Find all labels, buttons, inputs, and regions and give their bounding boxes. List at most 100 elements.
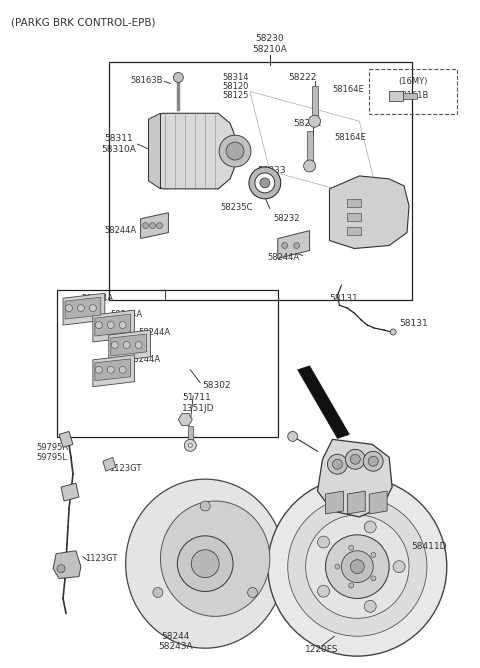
Circle shape: [282, 242, 288, 248]
Polygon shape: [95, 314, 131, 336]
Text: 58232: 58232: [274, 214, 300, 223]
Text: 51711: 51711: [182, 393, 211, 402]
Text: 58244A: 58244A: [139, 327, 171, 337]
Circle shape: [333, 460, 342, 469]
Circle shape: [123, 341, 130, 349]
Circle shape: [325, 535, 389, 599]
Text: 58230: 58230: [255, 34, 284, 43]
Circle shape: [65, 305, 72, 312]
Text: 58244: 58244: [161, 632, 190, 641]
Text: 58243A: 58243A: [158, 642, 192, 651]
Circle shape: [371, 576, 376, 580]
Circle shape: [226, 142, 244, 160]
Circle shape: [219, 135, 251, 167]
Text: 59795L: 59795L: [36, 453, 67, 462]
Text: 58164E: 58164E: [335, 133, 366, 142]
Circle shape: [107, 321, 114, 329]
Text: 58210A: 58210A: [252, 45, 287, 54]
Circle shape: [150, 222, 156, 228]
Circle shape: [371, 552, 376, 557]
Circle shape: [96, 321, 102, 329]
Polygon shape: [179, 413, 192, 426]
Polygon shape: [160, 501, 270, 617]
Text: 58235C: 58235C: [221, 203, 253, 212]
Circle shape: [306, 515, 409, 619]
Circle shape: [178, 536, 233, 591]
Circle shape: [348, 545, 354, 550]
Polygon shape: [312, 86, 318, 121]
Polygon shape: [63, 293, 105, 325]
Circle shape: [364, 601, 376, 613]
Text: 58244A: 58244A: [81, 294, 113, 303]
Circle shape: [348, 583, 354, 588]
Circle shape: [200, 501, 210, 511]
Circle shape: [363, 452, 383, 471]
Text: 58120: 58120: [222, 82, 249, 91]
Text: 1351JD: 1351JD: [182, 404, 215, 413]
Circle shape: [335, 564, 340, 569]
Polygon shape: [111, 334, 146, 356]
Circle shape: [341, 550, 373, 582]
Text: 58314: 58314: [222, 73, 249, 82]
Circle shape: [288, 432, 298, 442]
Circle shape: [318, 536, 329, 548]
Polygon shape: [348, 226, 361, 234]
Text: (16MY): (16MY): [398, 77, 428, 86]
Text: 1220FS: 1220FS: [305, 645, 338, 654]
Polygon shape: [148, 114, 235, 189]
Circle shape: [346, 450, 365, 469]
Polygon shape: [141, 212, 168, 238]
Circle shape: [57, 564, 65, 572]
Text: 59795R: 59795R: [36, 443, 69, 452]
Circle shape: [96, 366, 102, 373]
Polygon shape: [126, 479, 285, 648]
Polygon shape: [93, 355, 134, 387]
Polygon shape: [318, 440, 392, 517]
Text: 58244A: 58244A: [111, 309, 143, 319]
Polygon shape: [148, 114, 160, 189]
Text: 58302: 58302: [202, 381, 231, 390]
Text: 58221: 58221: [293, 119, 322, 128]
Circle shape: [327, 454, 348, 474]
Polygon shape: [188, 426, 193, 440]
Circle shape: [294, 242, 300, 248]
Circle shape: [153, 588, 163, 597]
Circle shape: [119, 321, 126, 329]
Circle shape: [89, 305, 96, 312]
Circle shape: [393, 560, 405, 572]
Circle shape: [304, 160, 315, 172]
Polygon shape: [103, 458, 116, 471]
Polygon shape: [403, 94, 417, 100]
Text: 58311: 58311: [104, 134, 133, 143]
Text: 58164E: 58164E: [333, 85, 364, 94]
Circle shape: [268, 477, 447, 656]
Polygon shape: [307, 131, 312, 166]
Circle shape: [318, 585, 329, 597]
Bar: [369, 69, 457, 114]
Bar: [109, 61, 412, 300]
Circle shape: [184, 440, 196, 452]
Circle shape: [135, 341, 142, 349]
Circle shape: [390, 329, 396, 335]
Polygon shape: [109, 330, 151, 362]
Text: 58244A: 58244A: [129, 355, 161, 364]
Polygon shape: [329, 176, 409, 248]
Circle shape: [309, 116, 321, 127]
Text: 58310A: 58310A: [101, 144, 136, 154]
Text: 58131: 58131: [329, 294, 358, 303]
Text: 58163B: 58163B: [130, 76, 162, 85]
Text: 58131: 58131: [399, 319, 428, 327]
Circle shape: [188, 444, 192, 448]
Circle shape: [350, 454, 360, 464]
Text: 58244A: 58244A: [105, 226, 137, 235]
Text: 58411D: 58411D: [411, 542, 447, 551]
Circle shape: [248, 588, 258, 597]
Polygon shape: [59, 432, 73, 448]
Circle shape: [364, 521, 376, 533]
Bar: [57, 291, 278, 438]
Circle shape: [192, 550, 219, 578]
Circle shape: [260, 178, 270, 188]
Circle shape: [288, 497, 427, 636]
Polygon shape: [348, 491, 365, 514]
Circle shape: [350, 560, 364, 574]
